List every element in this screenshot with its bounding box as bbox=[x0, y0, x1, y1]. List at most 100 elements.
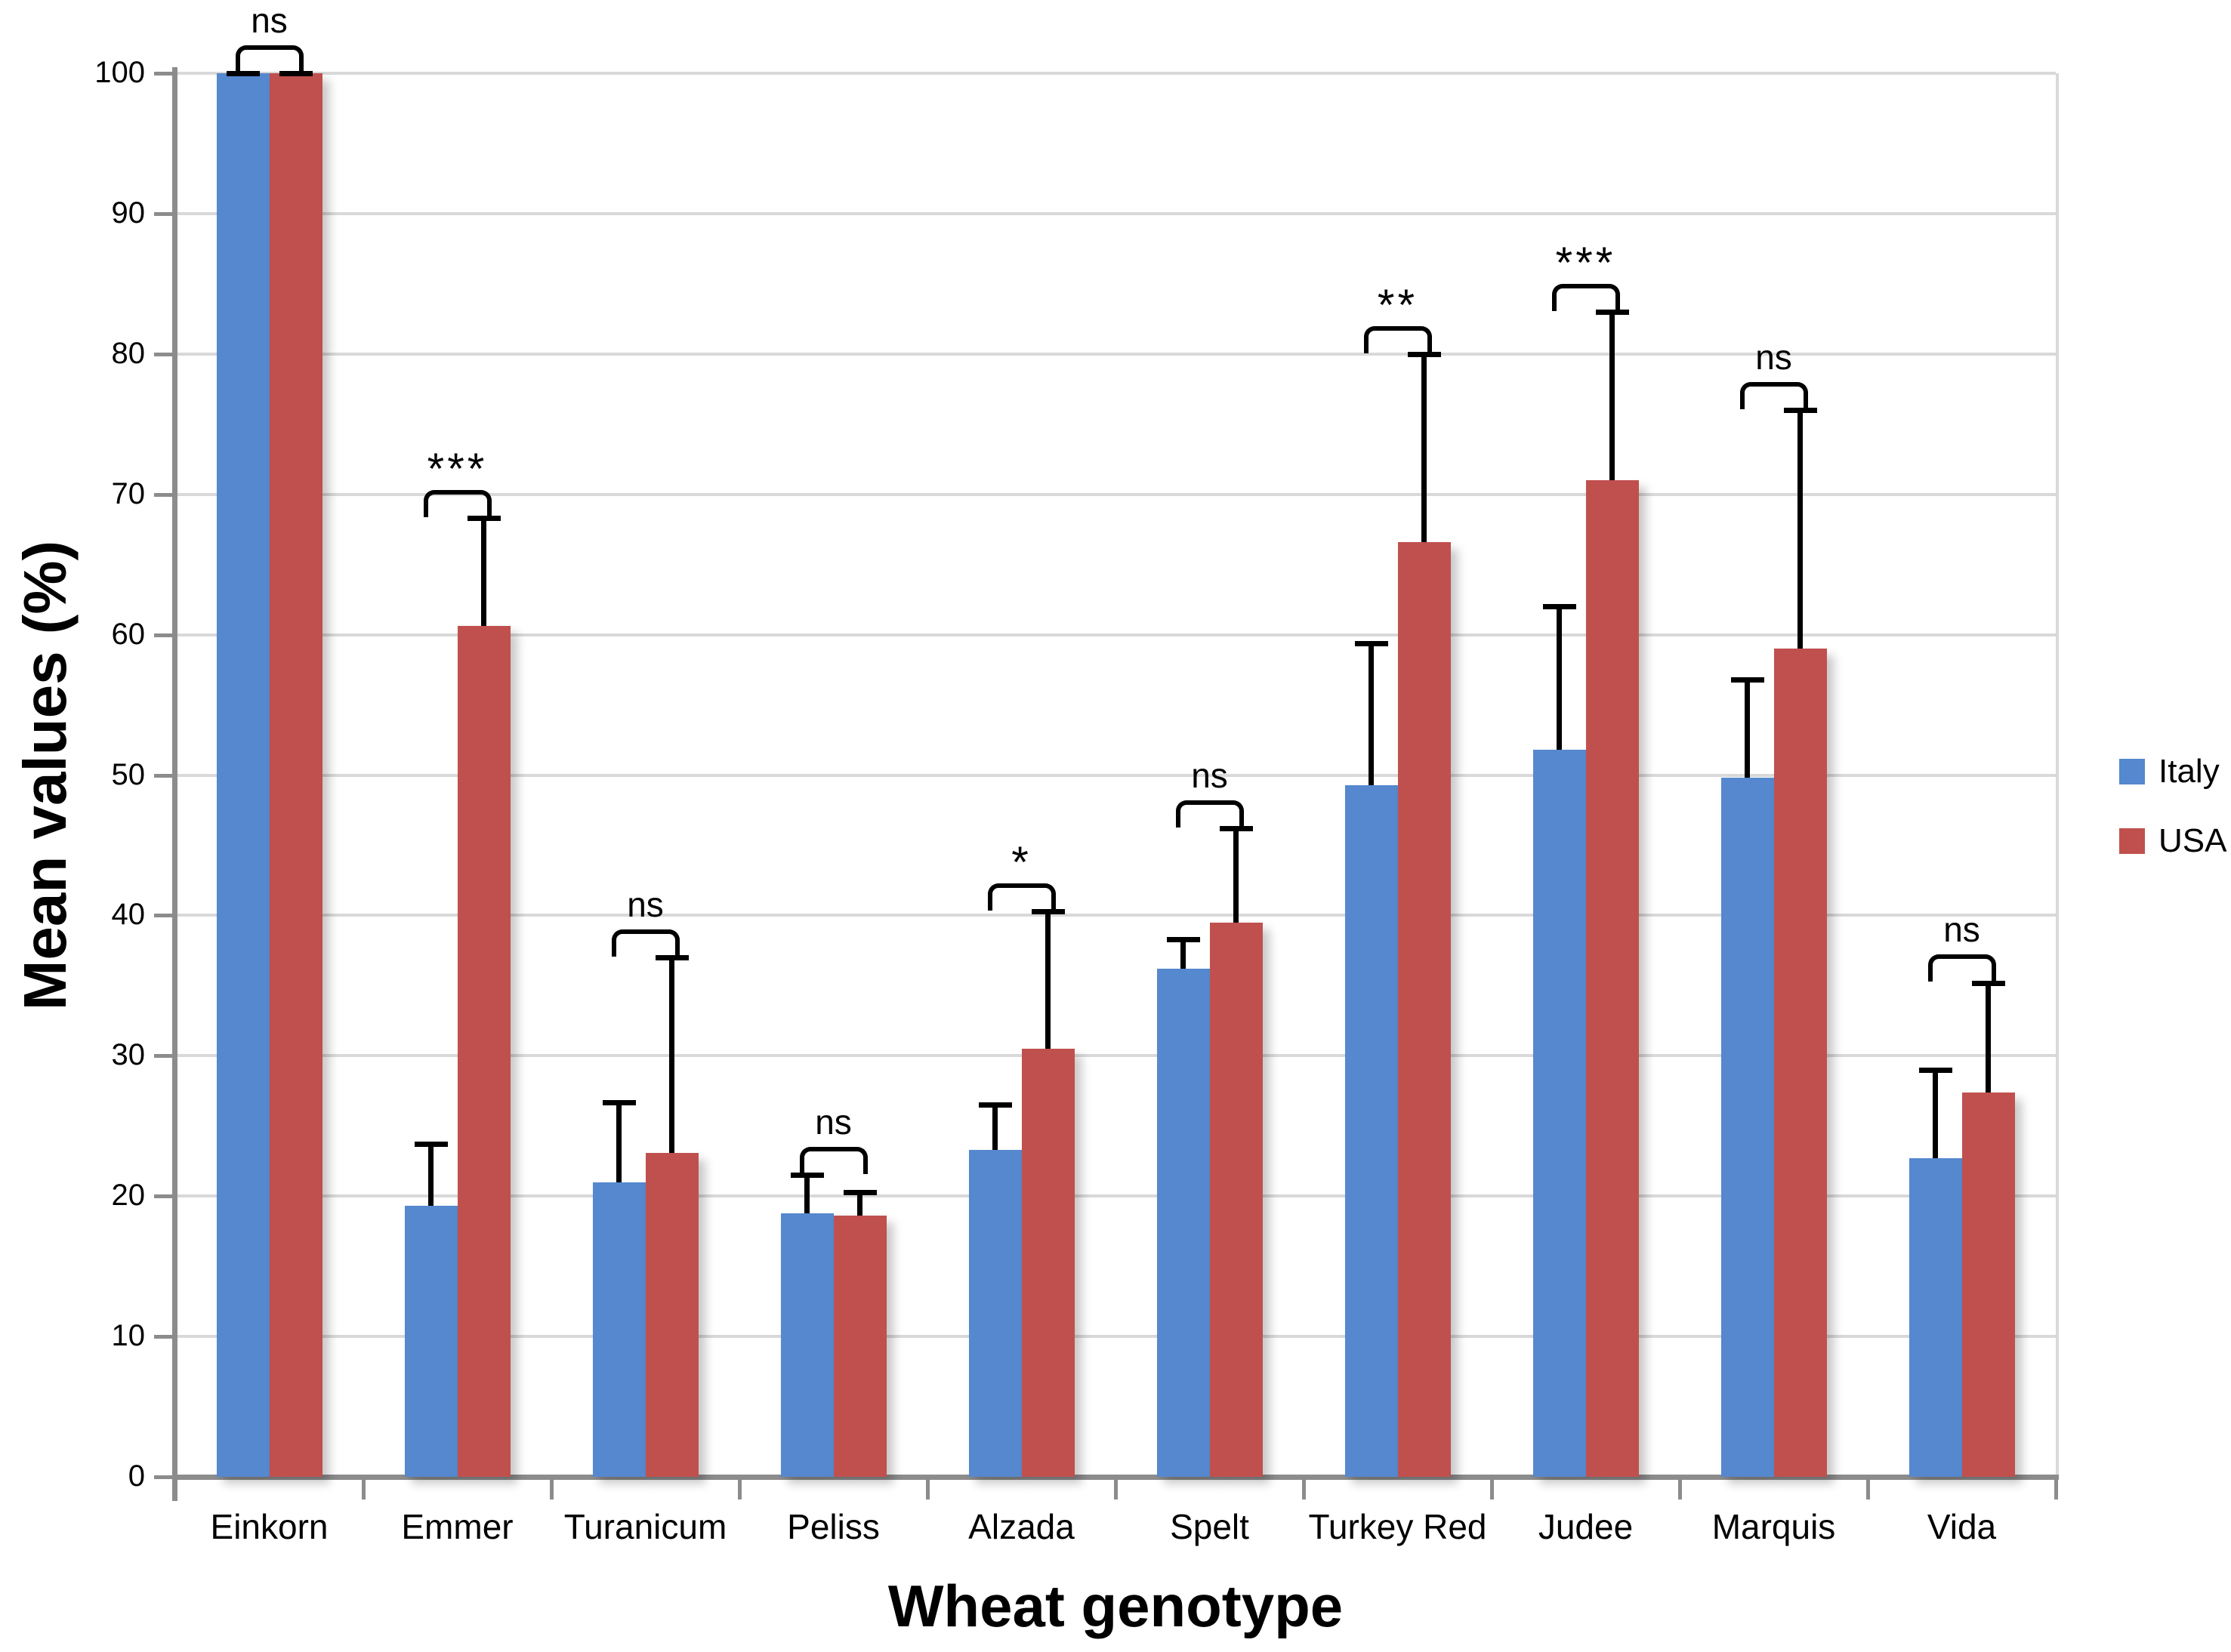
error-bar-line bbox=[428, 1144, 434, 1207]
y-axis-tick bbox=[154, 1475, 174, 1479]
y-axis-tick bbox=[154, 352, 174, 356]
plot-right-border bbox=[2056, 73, 2059, 1477]
error-bar-cap bbox=[790, 1173, 824, 1179]
bar-usa bbox=[269, 73, 322, 1477]
y-axis-tick bbox=[154, 914, 174, 918]
significance-bracket bbox=[1363, 325, 1432, 353]
bar-usa bbox=[1397, 541, 1451, 1477]
bar-usa bbox=[1585, 480, 1639, 1477]
bar-italy bbox=[1344, 784, 1398, 1477]
error-bar-cap bbox=[602, 1099, 636, 1105]
y-tick-label: 40 bbox=[111, 898, 146, 932]
gridline bbox=[175, 773, 2056, 777]
x-axis-tick bbox=[1114, 1480, 1118, 1499]
error-bar-cap bbox=[1783, 408, 1817, 414]
y-tick-label: 20 bbox=[111, 1179, 146, 1213]
significance-label: *** bbox=[427, 445, 488, 495]
y-tick-label: 0 bbox=[128, 1459, 145, 1493]
y-tick-label: 70 bbox=[111, 476, 146, 510]
bar-italy bbox=[1909, 1158, 1962, 1477]
y-axis-tick bbox=[154, 72, 174, 76]
error-bar-line bbox=[1797, 410, 1803, 649]
category-label: Einkorn bbox=[210, 1507, 329, 1546]
bar-usa bbox=[833, 1216, 887, 1477]
error-bar-cap bbox=[978, 1102, 1012, 1108]
y-tick-label: 80 bbox=[111, 336, 146, 370]
y-tick-label: 90 bbox=[111, 196, 146, 230]
significance-bracket bbox=[1927, 954, 1996, 982]
y-axis-tick bbox=[154, 1194, 174, 1199]
significance-label: ns bbox=[1943, 910, 1980, 950]
bar-italy bbox=[404, 1206, 458, 1477]
error-bar-cap bbox=[1542, 604, 1576, 610]
error-bar-cap bbox=[1407, 351, 1441, 357]
x-axis-tick bbox=[1866, 1480, 1870, 1499]
significance-label: ns bbox=[627, 884, 664, 924]
significance-label: ns bbox=[251, 0, 288, 40]
error-bar-line bbox=[1045, 911, 1051, 1049]
bar-italy bbox=[1720, 778, 1774, 1477]
bar-usa bbox=[1209, 922, 1263, 1477]
bar-usa bbox=[1021, 1049, 1075, 1477]
x-axis-line bbox=[172, 1475, 2059, 1480]
x-axis-tick bbox=[550, 1480, 554, 1499]
error-bar-line bbox=[1745, 680, 1750, 778]
gridline bbox=[175, 633, 2056, 636]
y-axis-tick bbox=[154, 633, 174, 637]
category-label: Turkey Red bbox=[1308, 1507, 1487, 1546]
significance-label: ns bbox=[1191, 755, 1228, 795]
significance-label: * bbox=[1011, 837, 1032, 887]
error-bar-line bbox=[1557, 606, 1562, 750]
category-label: Turanicum bbox=[563, 1507, 727, 1546]
x-axis-title: Wheat genotype bbox=[887, 1573, 1344, 1639]
y-tick-label: 30 bbox=[111, 1038, 146, 1072]
error-bar-cap bbox=[467, 516, 501, 522]
gridline bbox=[175, 1335, 2056, 1339]
y-axis-tick bbox=[154, 1054, 174, 1059]
bar-italy bbox=[592, 1182, 646, 1477]
error-bar-cap bbox=[414, 1142, 448, 1148]
error-bar-line bbox=[669, 957, 674, 1153]
significance-label: ns bbox=[1755, 337, 1792, 377]
category-label: Emmer bbox=[401, 1507, 514, 1546]
bar-italy bbox=[968, 1149, 1022, 1477]
y-tick-label: 60 bbox=[111, 617, 146, 651]
error-bar-line bbox=[1986, 982, 1991, 1093]
category-label: Peliss bbox=[787, 1507, 880, 1546]
gridline bbox=[175, 1054, 2056, 1058]
gridline bbox=[175, 492, 2056, 496]
bar-italy bbox=[1156, 969, 1210, 1477]
y-axis-tick bbox=[154, 211, 174, 216]
bar-usa bbox=[645, 1152, 699, 1477]
category-label: Spelt bbox=[1170, 1507, 1249, 1546]
error-bar-cap bbox=[1031, 908, 1065, 914]
error-bar-line bbox=[1609, 312, 1615, 481]
bar-usa bbox=[1961, 1092, 2015, 1477]
x-axis-tick bbox=[1302, 1480, 1306, 1499]
x-axis-tick bbox=[2054, 1480, 2058, 1499]
significance-bracket bbox=[1175, 800, 1244, 828]
error-bar-cap bbox=[1166, 937, 1200, 942]
error-bar-line bbox=[1233, 828, 1239, 923]
error-bar-line bbox=[804, 1175, 810, 1213]
x-axis-tick bbox=[362, 1480, 366, 1499]
bar-italy bbox=[780, 1213, 834, 1477]
error-bar-line bbox=[1369, 643, 1374, 785]
error-bar-line bbox=[857, 1191, 862, 1216]
x-axis-tick bbox=[174, 1480, 177, 1499]
error-bar-line bbox=[992, 1105, 998, 1150]
gridline bbox=[175, 1194, 2056, 1198]
gridline bbox=[175, 72, 2056, 75]
category-label: Alzada bbox=[968, 1507, 1075, 1546]
legend-item-italy: Italy bbox=[2119, 755, 2220, 788]
y-axis-tick bbox=[154, 492, 174, 497]
error-bar-line bbox=[1421, 353, 1427, 542]
error-bar-cap bbox=[1354, 640, 1388, 646]
y-axis-tick bbox=[154, 773, 174, 778]
legend-label: USA bbox=[2158, 822, 2227, 859]
significance-bracket bbox=[1739, 381, 1808, 409]
legend-label: Italy bbox=[2158, 753, 2220, 790]
significance-bracket bbox=[987, 883, 1056, 911]
error-bar-cap bbox=[1730, 677, 1764, 683]
